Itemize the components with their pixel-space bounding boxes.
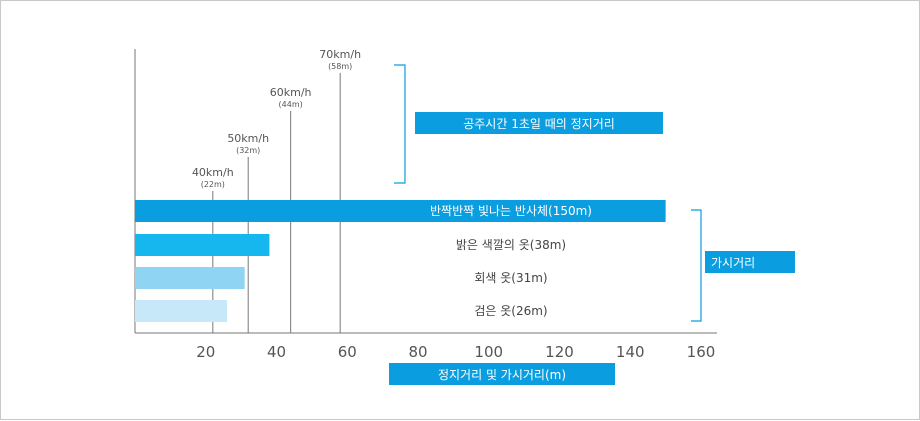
bar-1 — [135, 200, 666, 222]
bars: 반짝반짝 빛나는 반사체(150m) 밝은 색깔의 옷(38m) 회색 옷(31m)… — [135, 200, 666, 322]
visibility-bracket — [691, 209, 702, 322]
x-tick-label: 140 — [616, 343, 645, 361]
bar-4 — [135, 300, 227, 322]
speed-label: 70km/h — [319, 48, 361, 61]
x-axis-title-box — [389, 363, 615, 385]
distance-label: (58m) — [328, 62, 352, 71]
bar-3 — [135, 267, 245, 289]
x-tick-label: 60 — [338, 343, 357, 361]
reaction-label-box — [415, 112, 663, 134]
speed-label: 40km/h — [192, 166, 234, 179]
bar-label: 밝은 색깔의 옷(38m) — [456, 238, 566, 252]
x-ticks: 20 40 60 80 100 120 140 160 — [196, 343, 715, 361]
bar-label: 검은 옷(26m) — [474, 304, 547, 318]
bar-label: 회색 옷(31m) — [474, 271, 547, 285]
bar-label: 반짝반짝 빛나는 반사체(150m) — [430, 204, 592, 218]
x-tick-label: 160 — [687, 343, 716, 361]
x-tick-label: 40 — [267, 343, 286, 361]
speed-label: 50km/h — [227, 132, 269, 145]
x-tick-label: 100 — [474, 343, 503, 361]
visibility-label: 가시거리 — [711, 256, 755, 270]
visibility-label-box — [705, 251, 795, 273]
distance-label: (32m) — [236, 146, 260, 155]
distance-label: (22m) — [201, 180, 225, 189]
reaction-label: 공주시간 1초일 때의 정지거리 — [463, 117, 615, 131]
x-tick-label: 20 — [196, 343, 215, 361]
bar-2 — [135, 234, 270, 256]
x-tick-label: 80 — [408, 343, 427, 361]
x-axis-title: 정지거리 및 가시거리(m) — [438, 368, 566, 382]
distance-label: (44m) — [279, 100, 303, 109]
reaction-bracket — [394, 64, 406, 184]
reference-lines: 40km/h(22m) 50km/h(32m) 60km/h(44m) 70km/h(… — [192, 48, 361, 333]
x-tick-label: 120 — [545, 343, 574, 361]
speed-label: 60km/h — [270, 86, 312, 99]
